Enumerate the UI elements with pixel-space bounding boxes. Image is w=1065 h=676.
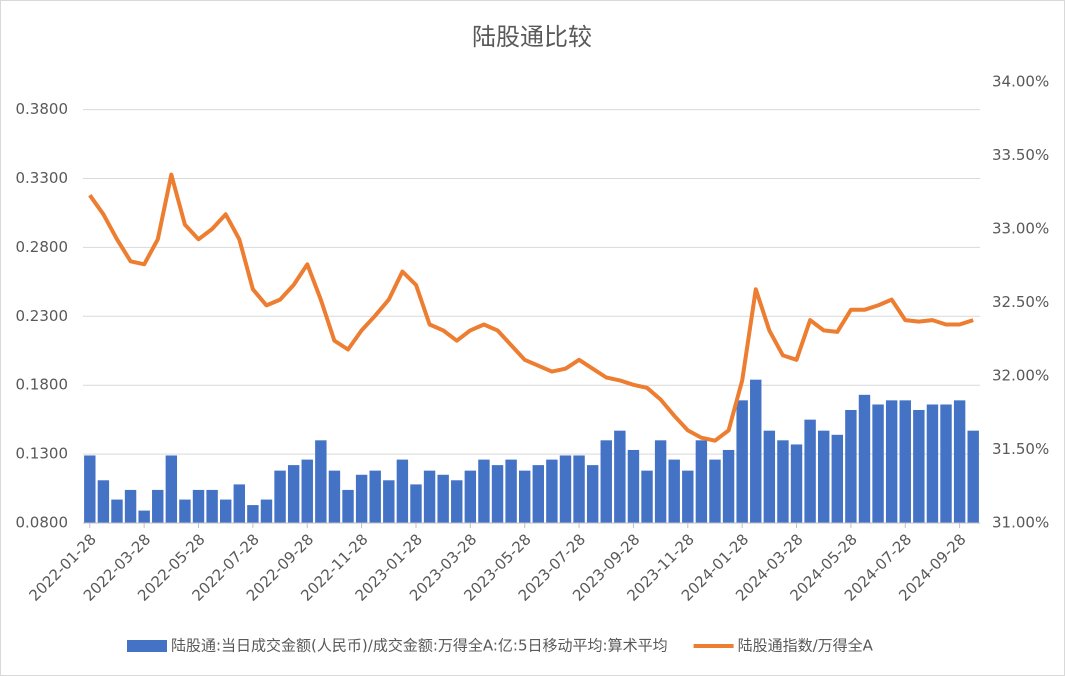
bar: [518, 470, 531, 523]
bar: [111, 499, 123, 523]
bar: [885, 400, 898, 523]
bar: [315, 440, 327, 523]
bar: [641, 470, 653, 523]
bar: [586, 465, 599, 523]
y-tick-label: 0.0800: [16, 514, 69, 532]
legend-swatch: [127, 640, 167, 652]
bar: [750, 379, 762, 523]
bar: [682, 470, 694, 523]
bar: [627, 449, 640, 523]
chart-title: 陆股通比较: [472, 23, 592, 51]
bar: [668, 459, 680, 523]
bar: [491, 465, 504, 523]
bar: [600, 440, 612, 523]
bar: [505, 459, 517, 523]
y-tick-label: 0.3800: [16, 100, 69, 118]
bar: [464, 470, 477, 523]
y2-tick-label: 32.50%: [992, 293, 1049, 311]
bar: [940, 404, 952, 523]
bar: [138, 510, 150, 523]
y2-tick-label: 34.00%: [992, 73, 1049, 91]
bar: [328, 470, 341, 523]
bar: [192, 489, 205, 523]
line: [88, 172, 974, 443]
y-tick-label: 0.1800: [16, 376, 69, 394]
bar: [709, 459, 721, 523]
bar: [804, 419, 816, 523]
bar: [410, 484, 422, 523]
bar: [152, 489, 164, 523]
bar: [165, 455, 178, 523]
bar: [437, 474, 449, 523]
y2-tick-label: 32.00%: [992, 367, 1049, 385]
bar: [478, 459, 490, 523]
bar: [926, 404, 939, 523]
bar: [790, 444, 803, 523]
bar: [260, 499, 273, 523]
y2-tick-label: 31.50%: [992, 440, 1049, 458]
bar: [899, 400, 911, 523]
bar: [179, 499, 191, 523]
bar: [913, 409, 925, 523]
bar: [301, 459, 313, 523]
y2-tick-label: 33.00%: [992, 220, 1049, 238]
bar: [695, 440, 708, 523]
bar: [274, 470, 286, 523]
bar: [451, 480, 463, 523]
bar: [342, 489, 354, 523]
bar: [777, 440, 789, 523]
y-tick-label: 0.2800: [16, 238, 69, 256]
bar: [355, 474, 368, 523]
bar: [831, 434, 844, 523]
bar: [654, 440, 667, 523]
legend-label: 陆股通指数/万得全A: [738, 637, 874, 655]
y-tick-label: 0.1300: [16, 445, 69, 463]
bar: [206, 489, 218, 523]
bar: [858, 394, 871, 523]
bar: [287, 465, 300, 523]
bar: [573, 455, 585, 523]
bar: [817, 430, 830, 523]
bar: [124, 489, 137, 523]
legend-label: 陆股通:当日成交金额(人民币)/成交金额:万得全A:亿:5日移动平均:算术平均: [171, 637, 668, 655]
bar: [247, 505, 259, 523]
bar: [614, 430, 626, 523]
bar: [219, 499, 232, 523]
bar: [736, 400, 748, 523]
bar: [383, 480, 395, 523]
bar: [84, 455, 96, 523]
bar: [369, 470, 381, 523]
bar: [953, 400, 966, 523]
bar: [97, 480, 110, 523]
bar: [722, 449, 735, 523]
y2-tick-label: 31.00%: [992, 514, 1049, 532]
bar: [546, 459, 558, 523]
bar: [967, 430, 979, 523]
bar: [423, 470, 436, 523]
bar: [872, 404, 884, 523]
bar: [532, 465, 545, 523]
bar: [845, 409, 857, 523]
bar: [233, 484, 246, 523]
y2-tick-label: 33.50%: [992, 146, 1049, 164]
bar: [763, 430, 776, 523]
y-tick-label: 0.3300: [16, 169, 69, 187]
bar: [396, 459, 409, 523]
bar: [559, 455, 572, 523]
y-tick-label: 0.2300: [16, 307, 69, 325]
